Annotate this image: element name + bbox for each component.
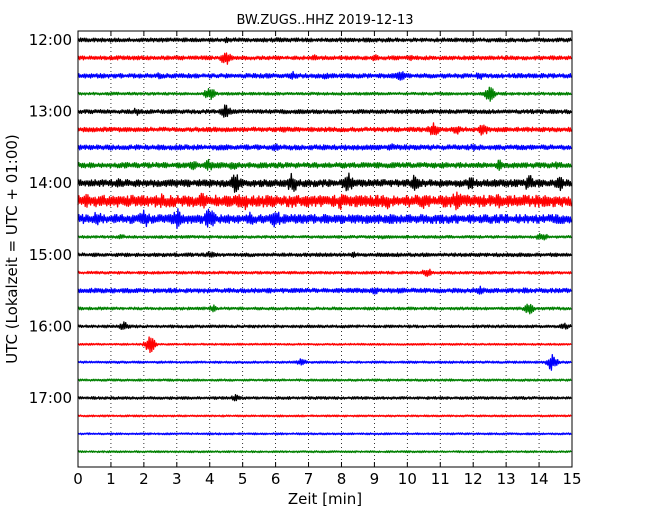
trace-line bbox=[77, 268, 572, 278]
x-tick-label: 3 bbox=[172, 470, 182, 488]
x-tick-label: 14 bbox=[530, 470, 549, 488]
y-tick-label: 17:00 bbox=[29, 389, 72, 407]
trace-line bbox=[77, 143, 572, 152]
trace-line bbox=[77, 251, 572, 259]
trace-line bbox=[77, 414, 572, 418]
trace-line bbox=[77, 336, 572, 354]
y-axis-label: UTC (Lokalzeit = UTC + 01:00) bbox=[3, 134, 21, 364]
x-tick-label: 15 bbox=[562, 470, 581, 488]
y-tick-label: 15:00 bbox=[29, 246, 72, 264]
trace-line bbox=[77, 122, 572, 136]
trace-line bbox=[77, 450, 572, 454]
x-axis-ticks: 0 1 2 3 4 5 6 7 8 9 10 11 12 13 14 15 bbox=[73, 31, 582, 488]
trace-line bbox=[77, 70, 572, 81]
x-tick-label: 10 bbox=[398, 470, 417, 488]
x-tick-label: 7 bbox=[304, 470, 314, 488]
trace-line bbox=[77, 232, 572, 241]
trace-line bbox=[77, 432, 572, 436]
plot-frame bbox=[77, 30, 573, 468]
trace-line bbox=[77, 354, 572, 371]
trace-line bbox=[77, 303, 572, 315]
trace-line bbox=[77, 172, 572, 193]
x-axis-label: Zeit [min] bbox=[288, 490, 362, 508]
trace-line bbox=[77, 104, 572, 118]
trace-line bbox=[77, 52, 572, 65]
trace-line bbox=[77, 191, 572, 211]
x-tick-label: 12 bbox=[464, 470, 483, 488]
trace-line bbox=[77, 378, 572, 382]
x-tick-label: 6 bbox=[271, 470, 281, 488]
y-axis-ticks: 12:00 13:00 14:00 15:00 16:00 17:00 bbox=[29, 31, 572, 407]
trace-group bbox=[77, 36, 572, 454]
y-tick-label: 12:00 bbox=[29, 31, 72, 49]
chart-title: BW.ZUGS..HHZ 2019-12-13 bbox=[236, 13, 413, 28]
y-tick-label: 16:00 bbox=[29, 317, 72, 335]
x-tick-label: 5 bbox=[238, 470, 248, 488]
trace-line bbox=[77, 321, 572, 330]
x-tick-label: 2 bbox=[139, 470, 149, 488]
y-tick-label: 13:00 bbox=[29, 103, 72, 121]
grid-lines bbox=[110, 31, 540, 467]
trace-line bbox=[77, 208, 572, 230]
trace-line bbox=[77, 86, 572, 102]
x-tick-label: 9 bbox=[370, 470, 380, 488]
x-tick-label: 13 bbox=[497, 470, 516, 488]
y-tick-label: 14:00 bbox=[29, 174, 72, 192]
trace-line bbox=[77, 393, 572, 402]
x-tick-label: 8 bbox=[337, 470, 347, 488]
x-tick-label: 1 bbox=[106, 470, 116, 488]
x-tick-label: 4 bbox=[205, 470, 215, 488]
trace-line bbox=[77, 36, 572, 44]
x-tick-label: 11 bbox=[431, 470, 450, 488]
trace-line bbox=[77, 285, 572, 295]
trace-line bbox=[77, 158, 572, 171]
x-tick-label: 0 bbox=[73, 470, 83, 488]
